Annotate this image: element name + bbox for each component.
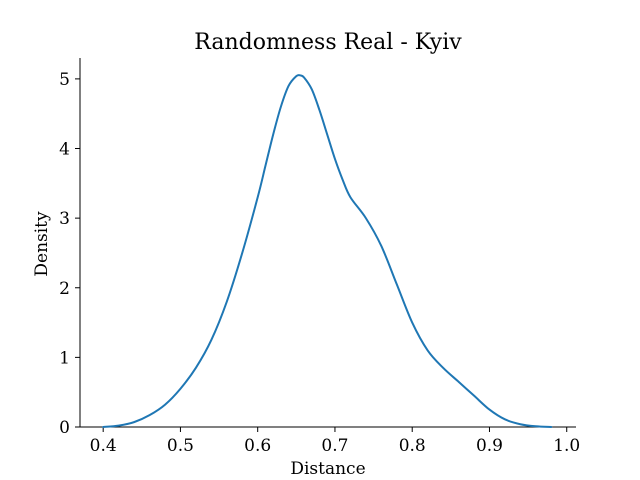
plot-axes: 0.4 0.5 0.6 0.7 0.8 0.9 1.0 0 1 2 3 4 5	[59, 58, 580, 456]
y-axis-ticks: 0 1 2 3 4 5	[59, 70, 80, 438]
x-tick-label: 0.5	[167, 436, 194, 456]
y-tick-label: 2	[59, 279, 70, 299]
x-tick-label: 0.8	[399, 436, 426, 456]
y-tick-label: 5	[59, 70, 70, 90]
x-tick-label: 0.9	[476, 436, 503, 456]
x-tick-label: 0.7	[321, 436, 348, 456]
density-curve	[102, 74, 553, 428]
x-tick-label: 0.4	[90, 436, 117, 456]
y-tick-label: 4	[59, 140, 70, 160]
y-axis-label: Density	[32, 211, 52, 277]
x-axis-ticks: 0.4 0.5 0.6 0.7 0.8 0.9 1.0	[90, 427, 580, 456]
y-tick-label: 3	[59, 209, 70, 229]
y-tick-label: 1	[59, 348, 70, 368]
x-axis-label: Distance	[290, 459, 365, 479]
x-tick-label: 1.0	[553, 436, 580, 456]
y-tick-label: 0	[59, 418, 70, 438]
chart-title: Randomness Real - Kyiv	[194, 30, 462, 55]
x-tick-label: 0.6	[244, 436, 271, 456]
